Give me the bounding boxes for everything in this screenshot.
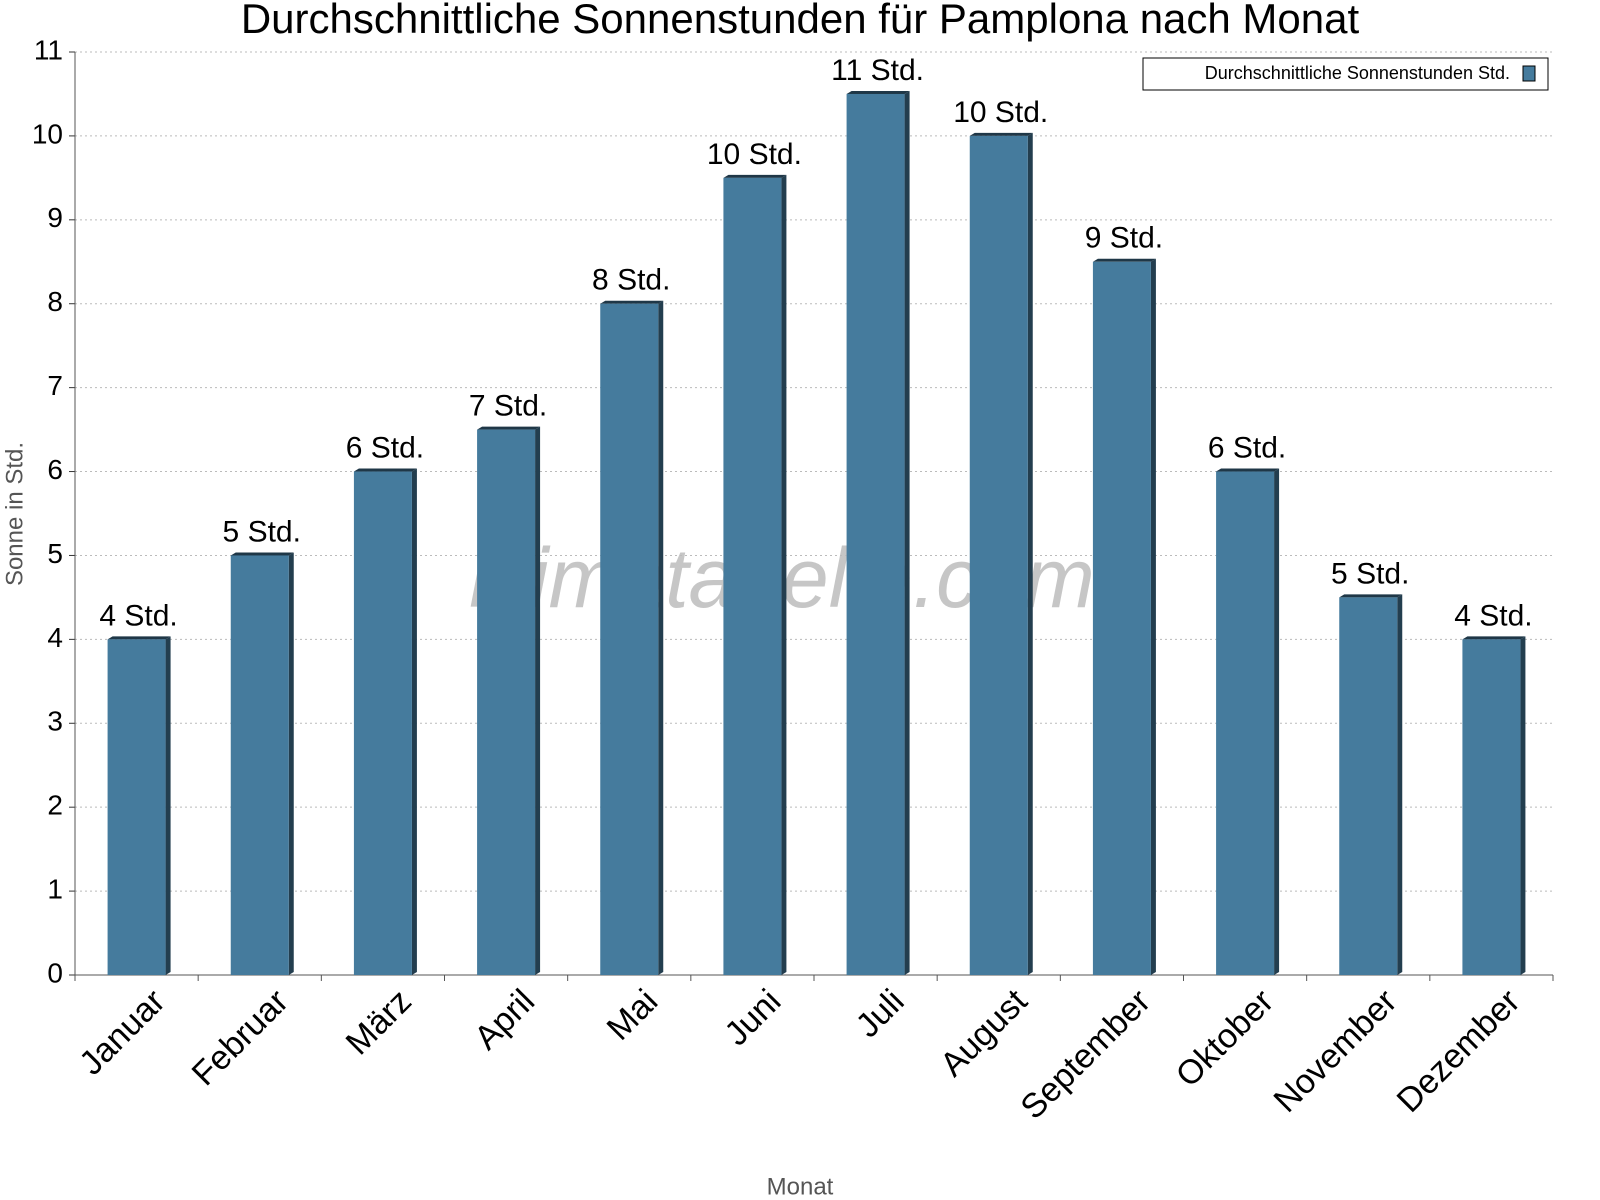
- bar-side: [781, 174, 787, 975]
- bar: [969, 132, 1033, 976]
- y-tick-label: 0: [47, 957, 63, 988]
- bar-side: [1150, 258, 1156, 976]
- bar-side: [288, 552, 294, 975]
- bar-top: [230, 552, 294, 556]
- bar-front: [1092, 261, 1151, 976]
- chart-title: Durchschnittliche Sonnenstunden für Pamp…: [241, 0, 1360, 42]
- bar: [230, 552, 294, 975]
- bar-top: [846, 90, 910, 94]
- value-label: 10 Std.: [707, 138, 802, 171]
- bar-top: [1216, 468, 1280, 472]
- bar: [477, 426, 541, 975]
- y-tick-label: 3: [47, 706, 63, 737]
- bar-top: [107, 636, 171, 640]
- bar-front: [353, 471, 412, 975]
- bar-side: [1274, 468, 1280, 975]
- bar-side: [1027, 132, 1033, 976]
- y-tick-label: 5: [47, 538, 63, 569]
- value-label: 5 Std.: [1331, 557, 1409, 590]
- value-label: 11 Std.: [831, 54, 924, 87]
- y-tick-label: 7: [47, 370, 63, 401]
- bar-side: [1520, 636, 1526, 975]
- bar-front: [846, 93, 905, 976]
- bar-top: [353, 468, 417, 472]
- y-axis-title: Sonne in Std.: [1, 442, 28, 586]
- bar: [1462, 636, 1526, 975]
- bar-top: [723, 174, 787, 178]
- bar-side: [165, 636, 171, 975]
- y-tick-label: 11: [34, 34, 63, 65]
- bar-front: [600, 303, 659, 975]
- bar-top: [1339, 594, 1403, 598]
- bar-front: [107, 639, 166, 975]
- y-tick-label: 8: [47, 286, 63, 317]
- legend: Durchschnittliche Sonnenstunden Std.: [1142, 57, 1549, 91]
- bar-top: [600, 300, 664, 304]
- value-label: 7 Std.: [469, 390, 547, 423]
- value-label: 6 Std.: [1208, 431, 1286, 464]
- bar: [353, 468, 417, 975]
- bar: [723, 174, 787, 975]
- value-label: 4 Std.: [99, 599, 177, 632]
- y-tick-label: 6: [47, 454, 63, 485]
- value-label: 10 Std.: [953, 96, 1048, 129]
- value-label: 4 Std.: [1454, 599, 1532, 632]
- bar: [1216, 468, 1280, 975]
- legend-swatch: [1522, 65, 1536, 82]
- bar-front: [723, 177, 782, 975]
- bar-top: [1462, 636, 1526, 640]
- bar-front: [1462, 639, 1521, 975]
- bar: [107, 636, 171, 975]
- bar-top: [1092, 258, 1156, 262]
- value-label: 8 Std.: [592, 264, 670, 297]
- value-label: 6 Std.: [346, 431, 424, 464]
- value-label: 9 Std.: [1085, 222, 1163, 255]
- bar: [846, 90, 910, 976]
- bar-side: [411, 468, 417, 975]
- y-tick-label: 4: [47, 622, 63, 653]
- bar: [1092, 258, 1156, 976]
- x-axis-title: Monat: [767, 1173, 834, 1200]
- legend-label: Durchschnittliche Sonnenstunden Std.: [1205, 63, 1510, 83]
- y-tick-label: 9: [47, 202, 63, 233]
- bar-top: [969, 132, 1033, 136]
- legend-box: [1142, 57, 1549, 91]
- bar-side: [658, 300, 664, 975]
- bar: [600, 300, 664, 975]
- y-tick-label: 10: [32, 118, 63, 149]
- bar: [1339, 594, 1403, 975]
- bar-front: [230, 555, 289, 975]
- y-tick-label: 2: [47, 790, 63, 821]
- bar-front: [1339, 597, 1398, 975]
- bar-front: [969, 135, 1028, 976]
- bar-side: [535, 426, 541, 975]
- bar-front: [1216, 471, 1275, 975]
- y-tick-label: 1: [47, 873, 63, 904]
- bar-top: [477, 426, 541, 430]
- value-label: 5 Std.: [223, 515, 301, 548]
- bar-front: [477, 429, 536, 975]
- bar-side: [1397, 594, 1403, 975]
- bar-side: [904, 90, 910, 976]
